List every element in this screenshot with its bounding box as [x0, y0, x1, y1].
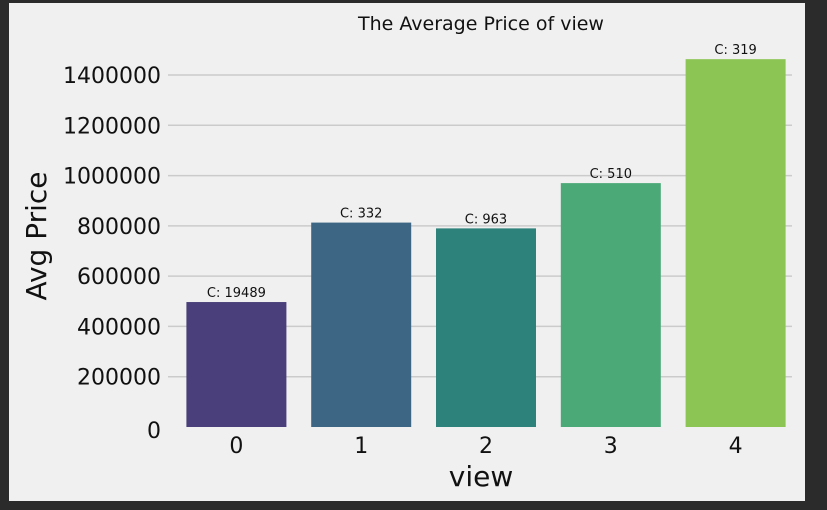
bar-1: [311, 222, 412, 427]
y-tick-label: 1400000: [63, 64, 161, 89]
x-tick-label: 3: [604, 434, 618, 459]
bar-0: [186, 302, 287, 427]
y-axis-ticks: 0 200000 400000 600000 800000 1000000 1200000 1…: [63, 64, 161, 444]
bar-data-label: C: 332: [340, 207, 382, 222]
x-tick-label: 1: [354, 434, 368, 459]
bar-3: [560, 183, 661, 427]
chart-title: The Average Price of view: [357, 13, 604, 35]
x-tick-label: 4: [729, 434, 743, 459]
bar-4: [685, 59, 786, 427]
y-axis-label: Avg Price: [20, 171, 53, 300]
bar-data-label: C: 963: [465, 212, 507, 227]
y-tick-label: 800000: [77, 215, 161, 240]
bar-data-label: C: 19489: [207, 286, 266, 301]
bar-2: [436, 228, 536, 427]
y-tick-label: 600000: [77, 265, 161, 290]
x-tick-label: 0: [229, 434, 243, 459]
x-axis-ticks: 0 1 2 3 4: [229, 434, 742, 459]
y-tick-label: 400000: [77, 315, 161, 340]
y-tick-label: 1000000: [63, 165, 161, 190]
bar-data-label: C: 319: [714, 43, 756, 58]
x-axis-label: view: [449, 460, 513, 493]
bars: [186, 59, 786, 427]
x-tick-label: 2: [479, 434, 493, 459]
data-labels: C: 19489 C: 332 C: 963 C: 510 C: 319: [207, 43, 757, 301]
y-tick-label: 200000: [77, 366, 161, 391]
bar-data-label: C: 510: [590, 167, 632, 182]
y-tick-label: 0: [147, 419, 161, 444]
y-tick-label: 1200000: [63, 114, 161, 139]
